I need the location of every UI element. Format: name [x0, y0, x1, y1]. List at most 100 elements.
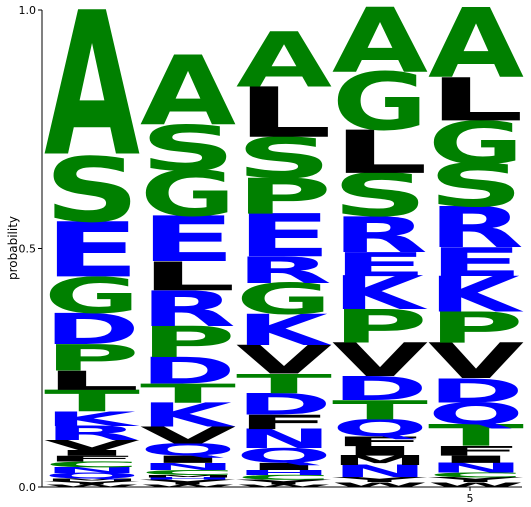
logo-letter-s: S [140, 112, 236, 185]
logo-letter-k: K [332, 267, 428, 320]
logo-letter-n: N [332, 462, 428, 481]
logo-letter-g: G [140, 158, 236, 231]
logo-letter-t: T [140, 378, 236, 409]
logo-letter-c: C [140, 469, 236, 477]
logo-letter-w: W [236, 484, 332, 488]
logo-letter-v: V [236, 337, 332, 383]
letter-stacks: WYMQNCFIVRKTLPDGESAWYHMCNIQVKTDPRLEGSAWY… [44, 0, 525, 488]
logo-letter-d: D [44, 304, 140, 354]
logo-letter-a: A [44, 0, 140, 200]
logo-letter-y: Y [428, 476, 524, 484]
logo-letter-g: G [236, 274, 332, 324]
logo-letter-p: P [236, 168, 332, 225]
logo-letter-s: S [428, 152, 524, 221]
logo-letter-h: H [140, 477, 236, 481]
logo-letter-m: M [332, 453, 428, 468]
logo-letter-d: D [140, 350, 236, 392]
logo-letter-q: Q [236, 445, 332, 468]
logo-letter-i: I [332, 443, 428, 458]
logo-letter-t: T [332, 395, 428, 426]
logo-letter-k: K [44, 408, 140, 431]
x-tick-label: 5 [467, 492, 474, 505]
logo-letter-e: E [140, 203, 236, 276]
logo-letter-p: P [140, 317, 236, 367]
logo-letter-h: H [236, 469, 332, 477]
logo-letter-c: C [236, 474, 332, 482]
logo-letter-s: S [44, 139, 140, 242]
logo-letter-q: Q [332, 415, 428, 442]
logo-letter-a: A [236, 17, 332, 105]
logo-letter-l: L [236, 73, 332, 154]
logo-letter-v: V [332, 334, 428, 388]
logo-letter-y: Y [44, 480, 140, 485]
logo-letter-a: A [140, 36, 236, 147]
logo-letter-p: P [332, 300, 428, 353]
logo-letter-s: S [332, 161, 428, 230]
logo-letter-i: I [44, 448, 140, 457]
logo-letter-a: A [428, 0, 524, 100]
logo-letter-f: F [236, 411, 332, 434]
x-axis-ticks: 5 [467, 487, 474, 505]
logo-letter-q: Q [428, 397, 524, 431]
logo-letter-n: N [140, 461, 236, 473]
logo-letter-w: W [44, 484, 140, 488]
logo-letter-y: Y [140, 478, 236, 486]
logo-letter-e: E [428, 240, 524, 286]
logo-letter-i: I [236, 461, 332, 472]
logo-letter-p: P [428, 303, 524, 353]
logo-letter-r: R [44, 422, 140, 445]
logo-letter-f: F [332, 434, 428, 449]
logo-letter-k: K [140, 396, 237, 435]
logo-letter-e: E [332, 246, 428, 284]
logo-letter-t: T [428, 418, 524, 452]
logo-letter-l: L [332, 118, 428, 187]
logo-letter-k: K [428, 266, 525, 323]
logo-letter-f: F [428, 443, 524, 458]
logo-letter-d: D [236, 387, 332, 421]
logo-letter-l: L [428, 66, 524, 135]
y-axis-title: probability [6, 216, 20, 280]
logo-letter-r: R [236, 250, 332, 292]
logo-letter-r: R [140, 280, 236, 337]
logo-letter-c: C [44, 460, 140, 469]
logo-letter-w: W [140, 484, 236, 488]
logo-letter-a: A [332, 0, 428, 93]
logo-letter-t: T [44, 384, 140, 418]
logo-letter-y: Y [236, 478, 332, 486]
logo-letter-p: P [44, 337, 140, 379]
logo-letter-c: C [428, 471, 524, 479]
y-tick-label: 0.5 [19, 243, 37, 256]
logo-letter-q: Q [44, 471, 140, 480]
logo-letter-k: K [236, 306, 332, 356]
logo-letter-i: I [140, 454, 236, 465]
logo-letter-v: V [140, 422, 236, 449]
logo-letter-l: L [44, 366, 140, 396]
logo-letter-f: F [44, 454, 140, 463]
logo-letter-r: R [332, 207, 428, 264]
logo-letter-d: D [428, 372, 524, 410]
logo-letter-n: N [236, 424, 332, 455]
logo-letter-v: V [44, 438, 140, 453]
y-tick-label: 0.0 [19, 481, 37, 494]
logo-letter-i: I [428, 454, 524, 465]
logo-letter-n: N [428, 460, 524, 475]
logo-letter-w: W [332, 481, 428, 489]
logo-letter-t: T [236, 369, 332, 400]
logo-letter-e: E [236, 202, 332, 271]
logo-letter-w: W [428, 481, 524, 489]
logo-letter-g: G [332, 56, 428, 149]
y-axis-ticks: 0.0 0.5 1.0 [19, 4, 42, 494]
logo-letter-m: M [44, 478, 140, 482]
logo-letter-r: R [428, 195, 524, 260]
logo-letter-n: N [44, 466, 140, 475]
y-tick-label: 1.0 [19, 4, 37, 17]
logo-letter-y: Y [332, 476, 428, 484]
logo-letter-d: D [332, 370, 428, 408]
logo-letter-g: G [44, 268, 140, 325]
